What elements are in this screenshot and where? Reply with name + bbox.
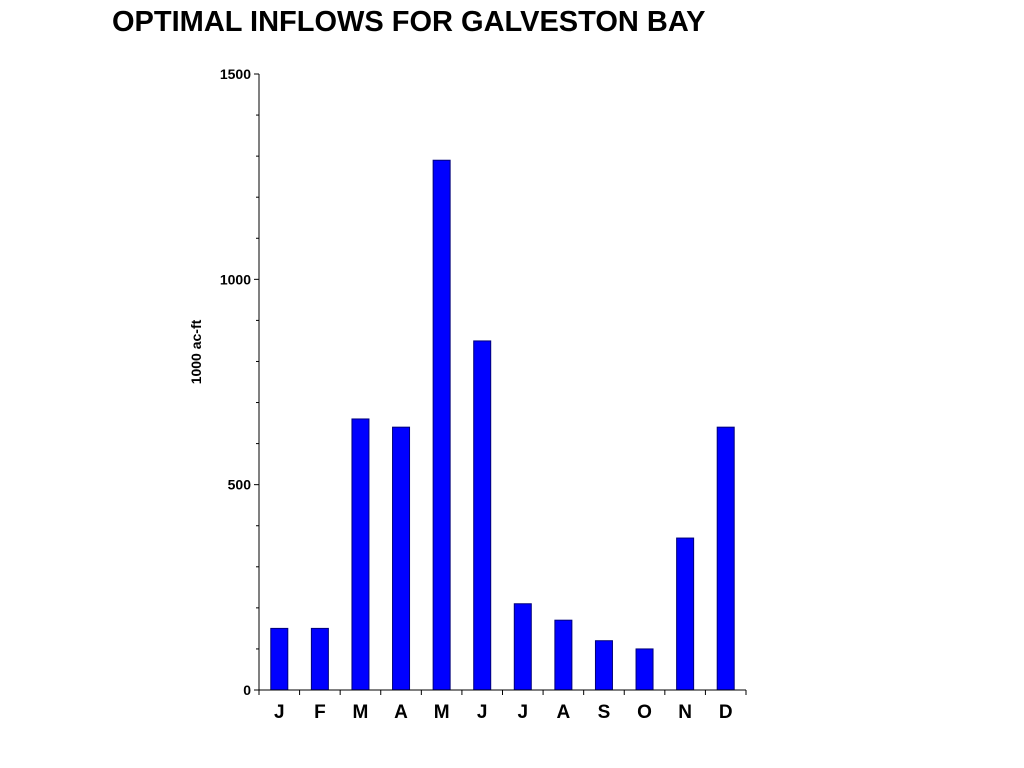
x-category-label: D [719, 702, 733, 723]
axes-group [254, 73, 747, 695]
bar-3 [351, 418, 370, 691]
bar-5 [432, 159, 451, 691]
y-tick-label: 1500 [220, 66, 251, 82]
y-tick-label: 500 [228, 477, 252, 493]
bar-1 [270, 627, 289, 691]
x-category-label: J [477, 702, 488, 723]
x-category-label: S [598, 702, 611, 723]
y-axis-title: 1000 ac-ft [188, 319, 204, 384]
bar-10 [635, 648, 654, 691]
bar-8 [554, 619, 573, 691]
x-category-label: N [678, 702, 692, 723]
x-category-label: O [637, 702, 652, 723]
x-category-label: M [434, 702, 450, 723]
bar-2 [310, 627, 329, 691]
bar-9 [594, 640, 613, 691]
bars-group [270, 159, 735, 691]
bar-4 [392, 426, 411, 691]
bar-11 [676, 537, 695, 691]
x-category-label: J [518, 702, 529, 723]
x-category-label: M [353, 702, 369, 723]
x-category-label: F [314, 702, 326, 723]
x-category-label: J [274, 702, 285, 723]
bar-6 [473, 340, 492, 691]
y-tick-label: 0 [243, 682, 251, 698]
labels-group: 0 500 1000 1500 J F M A M J J A S O N D [220, 66, 733, 723]
y-tick-label: 1000 [220, 271, 251, 287]
chart-title: OPTIMAL INFLOWS FOR GALVESTON BAY [112, 6, 706, 38]
x-category-label: A [557, 702, 571, 723]
bar-7 [513, 603, 532, 691]
x-category-label: A [394, 702, 408, 723]
bar-12 [716, 426, 735, 691]
